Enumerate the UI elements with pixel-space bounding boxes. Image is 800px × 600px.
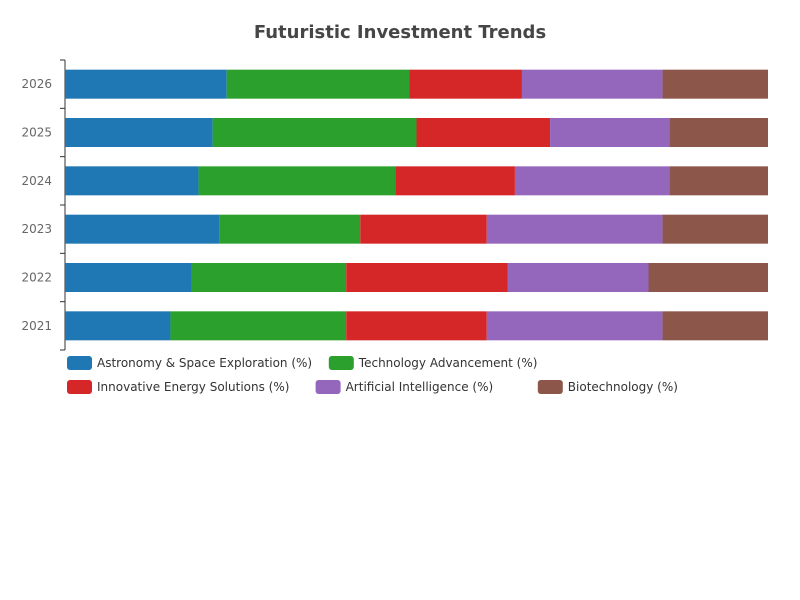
legend: Astronomy & Space Exploration (%) Technol… [67, 356, 678, 394]
bar-2026-series-4 [662, 69, 768, 99]
bar-2023-series-1 [219, 214, 361, 244]
legend-item-3[interactable]: Artificial Intelligence (%) [315, 380, 494, 394]
bar-2025-series-0 [65, 118, 213, 147]
bar-2021-series-1 [170, 311, 347, 341]
bar-2024-series-2 [395, 166, 515, 196]
y-tick-label: 2023 [21, 222, 52, 236]
bar-2026-series-3 [521, 69, 663, 99]
bar-2022-series-1 [191, 263, 347, 292]
legend-swatch [67, 356, 92, 370]
y-tick-label: 2024 [21, 174, 52, 188]
bar-2026-series-1 [226, 69, 410, 99]
bar-2022-series-3 [507, 263, 649, 292]
bar-2022-series-2 [346, 263, 508, 292]
bar-2025-series-4 [669, 118, 768, 147]
y-tick-label: 2022 [21, 271, 52, 285]
bar-2021-series-2 [346, 311, 487, 341]
chart-title: Futuristic Investment Trends [254, 22, 546, 43]
y-tick-label: 2021 [21, 319, 52, 333]
legend-item-2[interactable]: Innovative Energy Solutions (%) [67, 380, 289, 394]
legend-label: Innovative Energy Solutions (%) [97, 380, 289, 394]
bar-2022-series-0 [65, 263, 192, 292]
bar-2024-series-0 [65, 166, 199, 196]
y-tick-label: 2025 [21, 126, 52, 140]
plot-area: 2021 2022 2023 2024 2025 2026 [21, 59, 768, 351]
bar-2021-series-4 [662, 311, 768, 341]
y-tick-label: 2026 [21, 77, 52, 91]
legend-swatch [315, 380, 341, 394]
bar-2026-series-2 [409, 69, 522, 99]
legend-swatch [67, 380, 92, 394]
legend-swatch [328, 356, 354, 370]
bar-2024-series-4 [669, 166, 768, 196]
legend-item-4[interactable]: Biotechnology (%) [537, 380, 678, 394]
bar-2025-series-3 [550, 118, 670, 147]
bar-2021-series-3 [486, 311, 663, 341]
legend-label: Artificial Intelligence (%) [346, 380, 494, 394]
bar-2022-series-4 [648, 263, 768, 292]
bar-2023-series-3 [486, 214, 663, 244]
bar-2023-series-0 [65, 214, 220, 244]
legend-label: Technology Advancement (%) [358, 356, 538, 370]
bar-2025-series-1 [212, 118, 417, 147]
bar-2023-series-4 [662, 214, 768, 244]
bar-2021-series-0 [65, 311, 171, 341]
bar-2026-series-0 [65, 69, 227, 99]
legend-swatch [537, 380, 563, 394]
legend-label: Biotechnology (%) [568, 380, 678, 394]
bar-2025-series-2 [416, 118, 551, 147]
bar-2023-series-2 [360, 214, 487, 244]
bar-2024-series-3 [514, 166, 670, 196]
legend-item-0[interactable]: Astronomy & Space Exploration (%) [67, 356, 312, 370]
bar-2024-series-1 [198, 166, 396, 196]
legend-label: Astronomy & Space Exploration (%) [97, 356, 312, 370]
legend-item-1[interactable]: Technology Advancement (%) [328, 356, 538, 370]
